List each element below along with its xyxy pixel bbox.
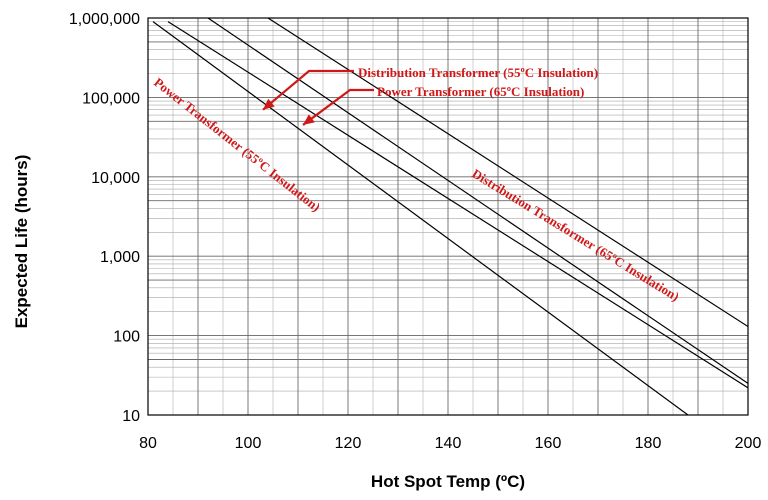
y-tick-label: 10: [122, 408, 140, 425]
y-axis-title: Expected Life (hours): [12, 155, 31, 329]
y-tick-label: 1,000: [100, 249, 140, 266]
y-tick-label: 100,000: [82, 90, 140, 107]
x-tick-label: 100: [235, 435, 262, 452]
y-tick-label: 1,000,000: [69, 11, 140, 28]
x-tick-labels: 80 100 120 140 160 180 200: [139, 435, 761, 452]
x-tick-label: 80: [139, 435, 157, 452]
series-line-3: [267, 18, 748, 328]
x-tick-label: 120: [335, 435, 362, 452]
x-tick-label: 140: [435, 435, 462, 452]
plot-frame: [147, 17, 749, 416]
y-tick-label: 10,000: [91, 170, 140, 187]
series-line-1: [167, 21, 748, 389]
arrow-distribution-55: [262, 69, 354, 111]
x-axis-title: Hot Spot Temp (ºC): [371, 472, 525, 491]
y-tick-label: 100: [113, 329, 140, 346]
annotation-arrows: [262, 69, 374, 126]
annotation-power-65: Power Transformer (65ºC Insulation): [377, 84, 584, 99]
arrow-distribution-55-head: [263, 98, 275, 110]
arrow-power-65-head: [303, 114, 315, 125]
y-tick-labels: 10 100 1,000 10,000 100,000 1,000,000: [69, 11, 140, 425]
x-tick-label: 180: [635, 435, 662, 452]
annotation-distribution-55: Distribution Transformer (55ºC Insulatio…: [358, 65, 598, 80]
x-tick-label: 200: [735, 435, 762, 452]
annotation-power-55: Power Transformer (55ºC Insulation): [151, 75, 323, 215]
arrow-power-65: [302, 88, 374, 126]
x-tick-label: 160: [535, 435, 562, 452]
series-line-0: [152, 21, 689, 415]
annotation-distribution-65: Distribution Transformer (65ºC Insulatio…: [469, 166, 682, 304]
